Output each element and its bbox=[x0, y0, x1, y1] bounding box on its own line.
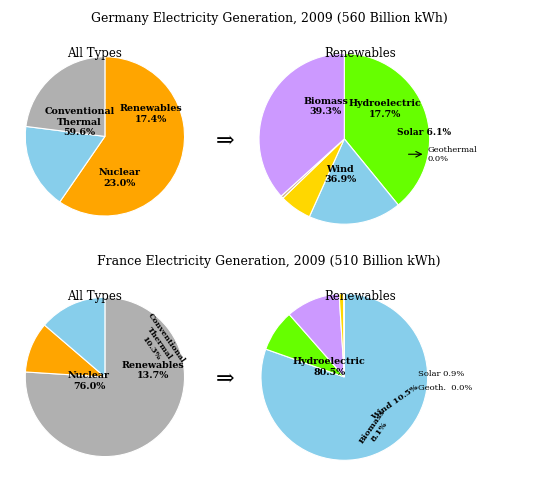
Text: ⇒: ⇒ bbox=[216, 369, 234, 390]
Wedge shape bbox=[261, 294, 428, 460]
Text: Germany Electricity Generation, 2009 (560 Billion kWh): Germany Electricity Generation, 2009 (56… bbox=[90, 12, 448, 25]
Wedge shape bbox=[45, 297, 105, 377]
Text: Renewables
13.7%: Renewables 13.7% bbox=[121, 361, 184, 380]
Text: Biomass
39.3%: Biomass 39.3% bbox=[303, 97, 348, 116]
Wedge shape bbox=[25, 126, 105, 202]
Text: All Types: All Types bbox=[67, 47, 122, 60]
Wedge shape bbox=[26, 57, 105, 136]
Text: Renewables
17.4%: Renewables 17.4% bbox=[120, 104, 182, 124]
Text: Nuclear
23.0%: Nuclear 23.0% bbox=[98, 168, 140, 187]
Text: France Electricity Generation, 2009 (510 Billion kWh): France Electricity Generation, 2009 (510… bbox=[97, 255, 441, 268]
Text: Geoth.  0.0%: Geoth. 0.0% bbox=[417, 384, 472, 392]
Text: Geothermal
0.0%: Geothermal 0.0% bbox=[427, 146, 477, 163]
Wedge shape bbox=[25, 325, 105, 377]
Wedge shape bbox=[25, 297, 185, 457]
Text: Conventional
Thermal
59.6%: Conventional Thermal 59.6% bbox=[44, 107, 115, 137]
Wedge shape bbox=[344, 54, 430, 205]
Text: ⇒: ⇒ bbox=[216, 130, 234, 152]
Wedge shape bbox=[266, 314, 344, 377]
Text: Renewables: Renewables bbox=[324, 47, 397, 60]
Wedge shape bbox=[289, 294, 344, 377]
Text: Solar 0.9%: Solar 0.9% bbox=[417, 370, 464, 377]
Text: Renewables: Renewables bbox=[324, 290, 397, 303]
Text: Biomass
8.1%: Biomass 8.1% bbox=[357, 407, 394, 450]
Wedge shape bbox=[60, 57, 185, 216]
Text: All Types: All Types bbox=[67, 290, 122, 303]
Text: Solar 6.1%: Solar 6.1% bbox=[397, 127, 451, 136]
Text: Hydroelectric
17.7%: Hydroelectric 17.7% bbox=[349, 99, 422, 119]
Wedge shape bbox=[309, 139, 398, 224]
Wedge shape bbox=[281, 139, 344, 198]
Text: Wind
36.9%: Wind 36.9% bbox=[324, 165, 356, 185]
Text: Conventional
Thermal
10.3%: Conventional Thermal 10.3% bbox=[131, 312, 187, 375]
Text: Hydroelectric
80.5%: Hydroelectric 80.5% bbox=[293, 357, 366, 376]
Wedge shape bbox=[259, 54, 344, 196]
Wedge shape bbox=[339, 294, 344, 377]
Text: Nuclear
76.0%: Nuclear 76.0% bbox=[68, 371, 110, 391]
Wedge shape bbox=[283, 139, 344, 217]
Text: Wind 10.5%: Wind 10.5% bbox=[369, 383, 420, 421]
